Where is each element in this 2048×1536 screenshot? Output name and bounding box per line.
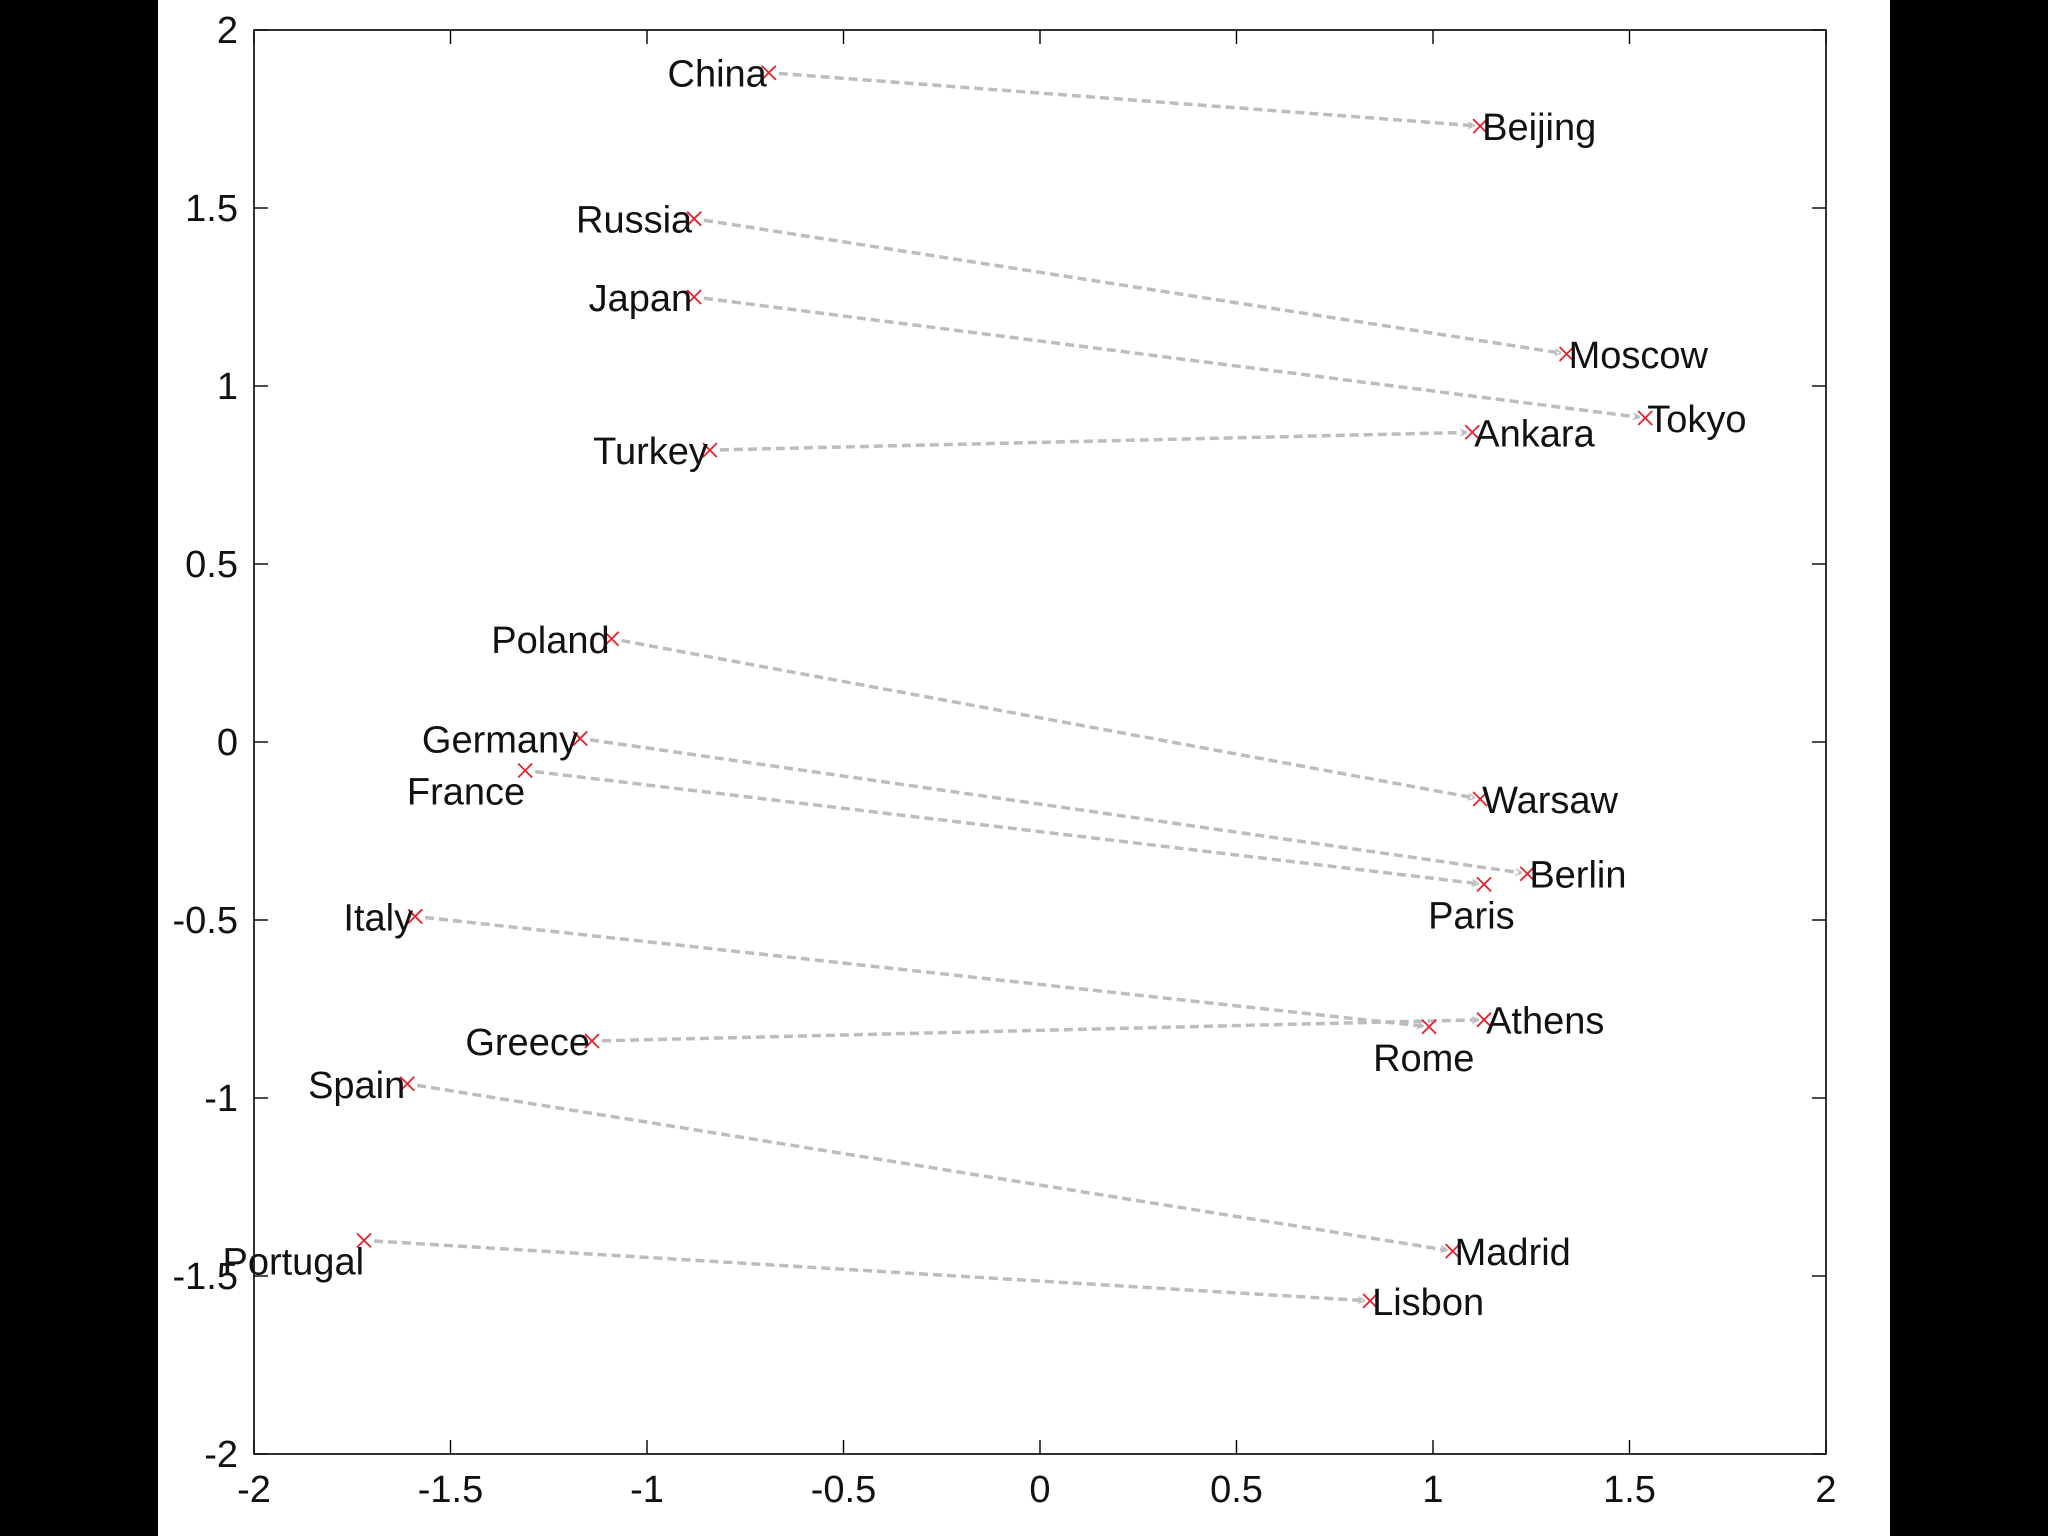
y-tick-label: -1 — [204, 1078, 238, 1120]
arrow-france-to-paris — [534, 769, 1478, 884]
point-label-moscow: Moscow — [1569, 335, 1709, 377]
y-tick-label: -1.5 — [173, 1256, 238, 1298]
tick-layer: -2 -1.5 -1 -0.5 0 0.5 1 1.5 2 -2 -1.5 -1 -0.5 0 0.5 1 1.… — [173, 10, 1837, 1511]
point-marker-china — [761, 65, 777, 81]
point-label-ankara: Ankara — [1474, 413, 1595, 455]
point-label-france: France — [407, 771, 525, 813]
point-label-warsaw: Warsaw — [1482, 780, 1618, 822]
arrow-turkey-to-ankara — [719, 432, 1466, 452]
y-tick-label: 0.5 — [185, 544, 238, 586]
point-marker-madrid — [1445, 1243, 1461, 1259]
y-tick-label: 2 — [217, 10, 238, 52]
country-capital-scatter-chart: -2 -1.5 -1 -0.5 0 0.5 1 1.5 2 -2 -1.5 -1 -0.5 0 0.5 1 1.… — [173, 10, 1837, 1511]
y-tick-label: 1 — [217, 366, 238, 408]
point-label-russia: Russia — [576, 200, 693, 242]
x-tick-label: 1.5 — [1603, 1469, 1656, 1511]
arrow-spain-to-madrid — [416, 1083, 1447, 1250]
x-tick-label: 1 — [1422, 1469, 1443, 1511]
x-tick-label: -2 — [237, 1469, 271, 1511]
point-layer — [356, 65, 1653, 1309]
point-label-lisbon: Lisbon — [1372, 1282, 1484, 1324]
y-tick-label: -0.5 — [173, 900, 238, 942]
x-tick-label: -1.5 — [418, 1469, 483, 1511]
point-marker-spain — [399, 1076, 415, 1092]
arrow-portugal-to-lisbon — [373, 1239, 1364, 1301]
point-label-berlin: Berlin — [1529, 855, 1626, 897]
y-tick-label: 1.5 — [185, 188, 238, 230]
x-tick-label: 0 — [1029, 1469, 1050, 1511]
point-marker-greece — [584, 1033, 600, 1049]
point-marker-turkey — [702, 442, 718, 458]
point-label-germany: Germany — [422, 719, 578, 761]
arrow-layer — [373, 71, 1639, 1301]
point-marker-italy — [407, 908, 423, 925]
x-tick-label: -0.5 — [811, 1469, 876, 1511]
arrow-china-to-beijing — [778, 71, 1474, 125]
y-tick-label: -2 — [204, 1434, 238, 1476]
point-label-spain: Spain — [308, 1065, 405, 1107]
point-marker-ankara — [1464, 424, 1480, 440]
point-marker-russia — [686, 211, 702, 227]
point-marker-beijing — [1472, 118, 1488, 134]
point-marker-athens — [1476, 1012, 1492, 1028]
y-tick-label: 0 — [217, 722, 238, 764]
point-marker-paris — [1476, 876, 1492, 893]
x-tick-label: 2 — [1815, 1469, 1836, 1511]
point-label-athens: Athens — [1486, 1001, 1604, 1043]
point-label-turkey: Turkey — [593, 431, 708, 473]
point-label-tokyo: Tokyo — [1647, 399, 1746, 441]
arrow-russia-to-moscow — [703, 218, 1561, 353]
point-marker-france — [517, 762, 533, 779]
point-marker-rome — [1421, 1019, 1437, 1035]
point-label-poland: Poland — [491, 620, 609, 662]
point-marker-moscow — [1558, 346, 1575, 362]
point-label-portugal: Portugal — [222, 1241, 364, 1283]
arrow-greece-to-athens — [601, 1020, 1478, 1043]
point-label-greece: Greece — [465, 1022, 590, 1064]
point-marker-poland — [603, 631, 620, 647]
point-marker-japan — [686, 289, 702, 305]
point-label-japan: Japan — [589, 278, 693, 320]
point-marker-tokyo — [1637, 410, 1653, 426]
x-tick-label: 0.5 — [1210, 1469, 1263, 1511]
point-label-italy: Italy — [343, 897, 413, 939]
arrow-japan-to-tokyo — [703, 296, 1639, 417]
arrow-italy-to-rome — [424, 915, 1423, 1027]
x-tick-label: -1 — [630, 1469, 664, 1511]
point-marker-lisbon — [1362, 1293, 1378, 1309]
point-label-madrid: Madrid — [1455, 1232, 1571, 1274]
point-label-rome: Rome — [1373, 1038, 1474, 1080]
label-layer: China Beijing Russia Moscow Japan Tokyo Turkey… — [222, 54, 1746, 1324]
point-label-china: China — [668, 54, 768, 96]
point-marker-warsaw — [1472, 791, 1488, 807]
point-label-beijing: Beijing — [1482, 107, 1596, 149]
chart-panel: -2 -1.5 -1 -0.5 0 0.5 1 1.5 2 -2 -1.5 -1 -0.5 0 0.5 1 1.… — [158, 0, 1890, 1536]
point-marker-berlin — [1519, 866, 1535, 882]
arrow-poland-to-warsaw — [621, 638, 1474, 798]
arrow-germany-to-berlin — [589, 738, 1521, 873]
point-label-paris: Paris — [1428, 895, 1515, 937]
point-marker-portugal — [356, 1232, 372, 1249]
point-marker-germany — [572, 730, 588, 747]
